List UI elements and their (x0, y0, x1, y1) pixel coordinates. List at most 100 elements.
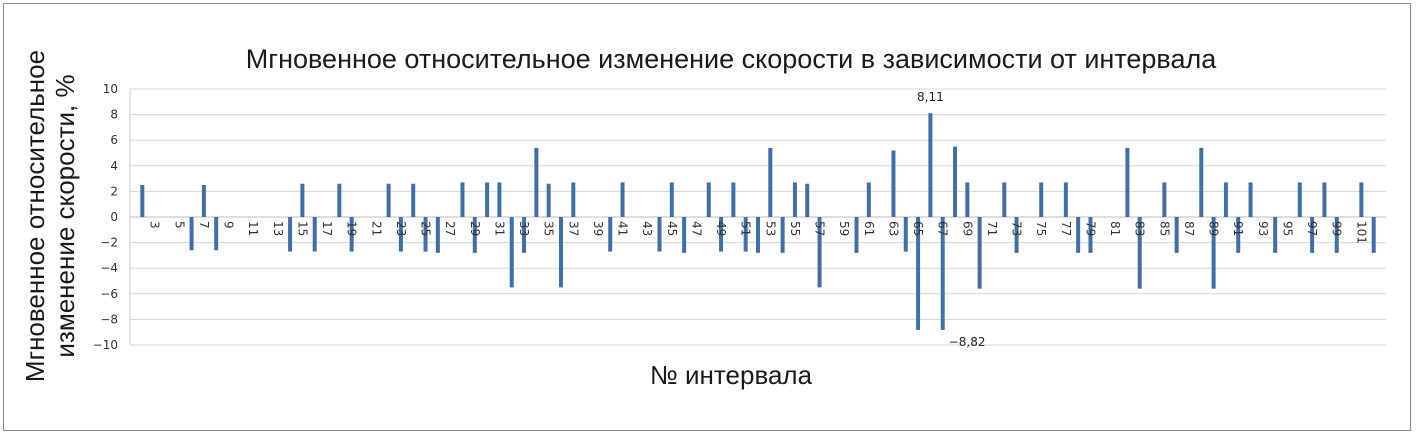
bar (1174, 217, 1179, 253)
x-tick-label: 67 (936, 221, 950, 236)
x-tick-label: 29 (468, 221, 482, 236)
x-tick-label: 65 (911, 221, 925, 236)
x-tick-label: 61 (862, 221, 876, 236)
bar (792, 182, 797, 217)
x-tick-label: 5 (172, 221, 186, 229)
bar (1002, 182, 1007, 217)
x-tick-label: 33 (517, 221, 531, 236)
x-tick-label: 73 (1010, 221, 1024, 236)
x-tick-label: 81 (1108, 221, 1122, 236)
bars (140, 113, 1376, 330)
bar (706, 182, 711, 217)
bar (719, 217, 724, 252)
data-label: −8,82 (949, 335, 986, 349)
x-tick-label: 59 (837, 221, 851, 236)
x-tick-label: 55 (788, 221, 802, 236)
bar (1125, 147, 1130, 217)
bar (768, 147, 773, 217)
y-tick-label: −4 (100, 261, 118, 275)
bar (1063, 182, 1068, 217)
bar (472, 217, 477, 253)
bar (780, 217, 785, 253)
x-tick-label: 11 (246, 221, 260, 236)
x-tick-label: 93 (1256, 221, 1270, 236)
x-tick-label: 71 (985, 221, 999, 236)
x-tick-label: 25 (419, 221, 433, 236)
bar (189, 217, 194, 251)
data-labels: 8,11 −8,82 (917, 90, 985, 349)
y-tick-label: −8 (100, 312, 118, 326)
bar (669, 182, 674, 217)
bar (1371, 217, 1376, 253)
y-tick-label: 10 (103, 82, 118, 96)
x-tick-label: 19 (345, 221, 359, 236)
bar (398, 217, 403, 252)
x-tick-label: 57 (813, 221, 827, 236)
x-tick-label: 45 (665, 221, 679, 236)
x-tick-label: 23 (394, 221, 408, 236)
x-tick-label: 53 (763, 221, 777, 236)
bar (435, 217, 440, 253)
y-tick-label: 8 (110, 108, 118, 122)
bar (1162, 182, 1167, 217)
x-tick-label: 21 (369, 221, 383, 236)
bar (460, 182, 465, 217)
x-tick-label: 69 (960, 221, 974, 236)
x-tick-label: 87 (1182, 221, 1196, 236)
bar (1236, 217, 1241, 253)
x-tick-label: 15 (295, 221, 309, 236)
bar (854, 217, 859, 253)
bar (1273, 217, 1278, 253)
data-label: 8,11 (917, 90, 944, 104)
bar (928, 113, 933, 217)
x-tick-label: 13 (271, 221, 285, 236)
bar (312, 217, 317, 252)
bar (1359, 182, 1364, 217)
bar (386, 183, 391, 217)
bar (522, 217, 527, 253)
bar (411, 183, 416, 217)
x-tick-label: 49 (714, 221, 728, 236)
x-tick-label: 9 (222, 221, 236, 229)
x-tick-label: 79 (1083, 221, 1097, 236)
x-tick-label: 35 (542, 221, 556, 236)
x-tick-label: 89 (1207, 221, 1221, 236)
x-tick-label: 101 (1354, 221, 1368, 244)
y-tick-label: 2 (110, 184, 118, 198)
bar (571, 182, 576, 217)
bar (866, 182, 871, 217)
bar (1322, 182, 1327, 217)
x-tick-label: 7 (197, 221, 211, 229)
x-tick-label: 85 (1157, 221, 1171, 236)
bar (1211, 217, 1216, 289)
bar (1199, 147, 1204, 217)
x-tick-label: 27 (443, 221, 457, 236)
x-tick-label: 91 (1231, 221, 1245, 236)
x-tick-label: 83 (1133, 221, 1147, 236)
x-tick-label: 39 (591, 221, 605, 236)
y-tick-label: −10 (93, 338, 118, 352)
bar (916, 217, 921, 330)
bar (1137, 217, 1142, 289)
y-tick-labels: −10 −8 −6 −4 −2 0 2 4 6 8 10 (93, 82, 118, 352)
x-tick-label: 43 (640, 221, 654, 236)
x-tick-label: 75 (1034, 221, 1048, 236)
bar (1297, 182, 1302, 217)
x-tick-label: 51 (739, 221, 753, 236)
bar (423, 217, 428, 252)
y-tick-label: 6 (110, 133, 118, 147)
bar (965, 182, 970, 217)
bar (1223, 182, 1228, 217)
chart-title: Мгновенное относительное изменение скоро… (246, 44, 1217, 74)
bar (805, 183, 810, 217)
bar (940, 217, 945, 330)
bar (300, 183, 305, 217)
bar (1248, 182, 1253, 217)
category-labels: 3 5 7 9 11 13 15 17 19 21 23 25 27 29 31 33 35 37 39 41 43 45… (148, 221, 1369, 244)
x-tick-label: 41 (616, 221, 630, 236)
bar (731, 182, 736, 217)
x-tick-label: 17 (320, 221, 334, 236)
bar (1039, 182, 1044, 217)
y-tick-label: −2 (100, 236, 118, 250)
